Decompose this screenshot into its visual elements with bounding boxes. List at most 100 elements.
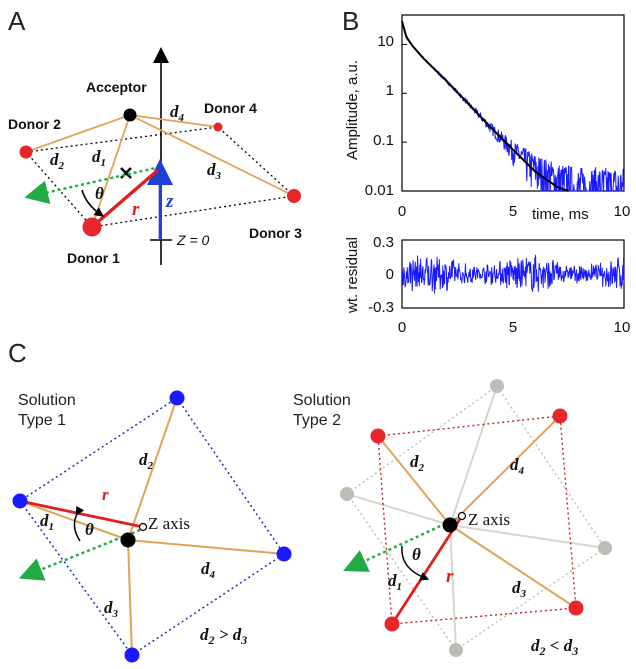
type2-zaxis-marker	[457, 511, 467, 521]
donor2-label: Donor 2	[8, 116, 61, 132]
decay-xlabel: time, ms	[532, 206, 589, 223]
donor4-label: Donor 4	[204, 100, 257, 116]
type1-cond-b: d	[233, 625, 242, 644]
donor2-atom	[19, 145, 33, 159]
svg-text:d1: d1	[92, 147, 106, 169]
panel-a-theta: θ	[95, 184, 104, 203]
type1-donor-left	[12, 493, 28, 509]
type1-donor-right	[276, 546, 292, 562]
svg-text:d1: d1	[388, 571, 402, 593]
type1-zaxis-marker	[138, 522, 148, 532]
decay-ytick-10: 10	[377, 33, 394, 50]
panel-a-d3-sub: 3	[215, 170, 222, 182]
residual-ytick-0: 0	[386, 266, 394, 283]
donor3-atom	[287, 189, 301, 203]
type2-cond-op: <	[546, 636, 564, 655]
svg-text:d3: d3	[207, 160, 222, 182]
type2-title-line1: Solution	[293, 392, 351, 409]
decay-fit-line	[401, 20, 569, 192]
svg-text:d2 > d3: d2 > d3	[200, 625, 247, 647]
panel-label-a: A	[8, 6, 26, 36]
residual-data-line	[401, 254, 625, 294]
residual-ytick-neg0.3: -0.3	[368, 299, 394, 316]
residual-ylabel: wt. residual	[344, 237, 361, 314]
donor1-atom	[82, 217, 102, 237]
panel-a-d1: d	[92, 147, 101, 166]
donor3-label: Donor 3	[249, 225, 302, 241]
type2-cond-b: d	[564, 636, 573, 655]
type1-cond-a: d	[200, 625, 209, 644]
decay-ticks	[402, 43, 407, 192]
type2-cond-a: d	[531, 636, 540, 655]
type2-d1: d	[388, 571, 397, 590]
decay-ytick-1: 1	[386, 82, 394, 99]
type2-donor-top-right	[552, 408, 568, 424]
acceptor-label: Acceptor	[86, 79, 147, 95]
panel-a-z0: Z = 0	[176, 232, 210, 248]
type2-theta: θ	[412, 545, 421, 564]
type1-title-line1: Solution	[18, 392, 76, 409]
decay-xtick-5: 5	[509, 203, 517, 220]
type1-d3-sub: 3	[112, 608, 119, 620]
decay-series	[401, 20, 625, 192]
acceptor-atom	[123, 108, 137, 122]
type2-d4-sub: 4	[518, 465, 525, 477]
type1-d1: d	[40, 511, 49, 530]
type2-d1-sub: 1	[397, 581, 403, 593]
residual-xtick-5: 5	[509, 319, 517, 336]
panel-a-theta-arc	[81, 189, 104, 217]
panel-label-c: C	[8, 338, 27, 368]
type2-ghost-solution	[340, 379, 612, 657]
panel-a-d1-sub: 1	[101, 157, 107, 169]
svg-text:d2: d2	[410, 452, 425, 474]
type1-acceptor	[120, 532, 136, 548]
type1-d4-sub: 4	[209, 569, 216, 581]
panel-a-r-vector	[90, 168, 160, 229]
residual-xtick-0: 0	[398, 319, 406, 336]
panel-a-z: z	[165, 191, 174, 212]
type2-donor-top-left	[370, 428, 386, 444]
svg-text:d4: d4	[201, 559, 216, 581]
residual-ytick-0.3: 0.3	[373, 234, 394, 251]
type1-d1-sub: 1	[49, 521, 55, 533]
svg-text:d4: d4	[510, 455, 525, 477]
type1-cond-a-sub: 2	[208, 633, 215, 647]
decay-ytick-0.01: 0.01	[365, 182, 394, 199]
panel-a-diagram: Acceptor Donor 2 Donor 4 Donor 3 Donor 1…	[8, 47, 302, 266]
type1-theta: θ	[85, 520, 94, 539]
type1-d2: d	[139, 450, 148, 469]
type2-r: r	[446, 566, 454, 587]
type2-theta-arc	[401, 545, 430, 581]
type1-r: r	[102, 485, 109, 504]
type1-donor-bottom	[124, 647, 140, 663]
svg-text:d1: d1	[40, 511, 54, 533]
panel-label-b: B	[342, 6, 359, 36]
decay-plot-frame	[401, 14, 625, 192]
type1-title-line2: Type 1	[18, 412, 66, 429]
type2-cond-a-sub: 2	[539, 644, 546, 658]
svg-text:d3: d3	[104, 598, 119, 620]
panel-a-d4-sub: 4	[178, 112, 185, 124]
donor4-atom	[213, 122, 223, 132]
type1-cond-b-sub: 3	[240, 633, 247, 647]
type2-acceptor	[442, 517, 458, 533]
type1-theta-arc	[73, 505, 85, 542]
svg-text:d2: d2	[139, 450, 154, 472]
panel-c-type1: Solution Type 1 Z axis r d1 θ d2 d4 d3 d…	[12, 390, 292, 663]
type1-d4: d	[201, 559, 210, 578]
svg-text:d3: d3	[512, 578, 527, 600]
decay-xtick-10: 10	[614, 203, 631, 220]
type2-zaxis-label: Z axis	[468, 510, 510, 529]
type2-title-line2: Type 2	[293, 412, 341, 429]
type2-d3-sub: 3	[520, 588, 527, 600]
type1-bonds	[19, 397, 285, 656]
type2-d2: d	[410, 452, 419, 471]
type2-r-vector	[390, 515, 464, 625]
panel-b-decay-chart: Amplitude, a.u. 10 1 0.1 0.01 0 5 10 tim…	[344, 14, 631, 223]
panel-b-residual-chart: wt. residual 0.3 0 -0.3 0 5 10	[344, 234, 630, 336]
panel-a-d3: d	[207, 160, 216, 179]
panel-a-d2: d	[50, 150, 59, 169]
decay-ylabel: Amplitude, a.u.	[344, 60, 361, 160]
type1-donor-top	[169, 390, 185, 406]
